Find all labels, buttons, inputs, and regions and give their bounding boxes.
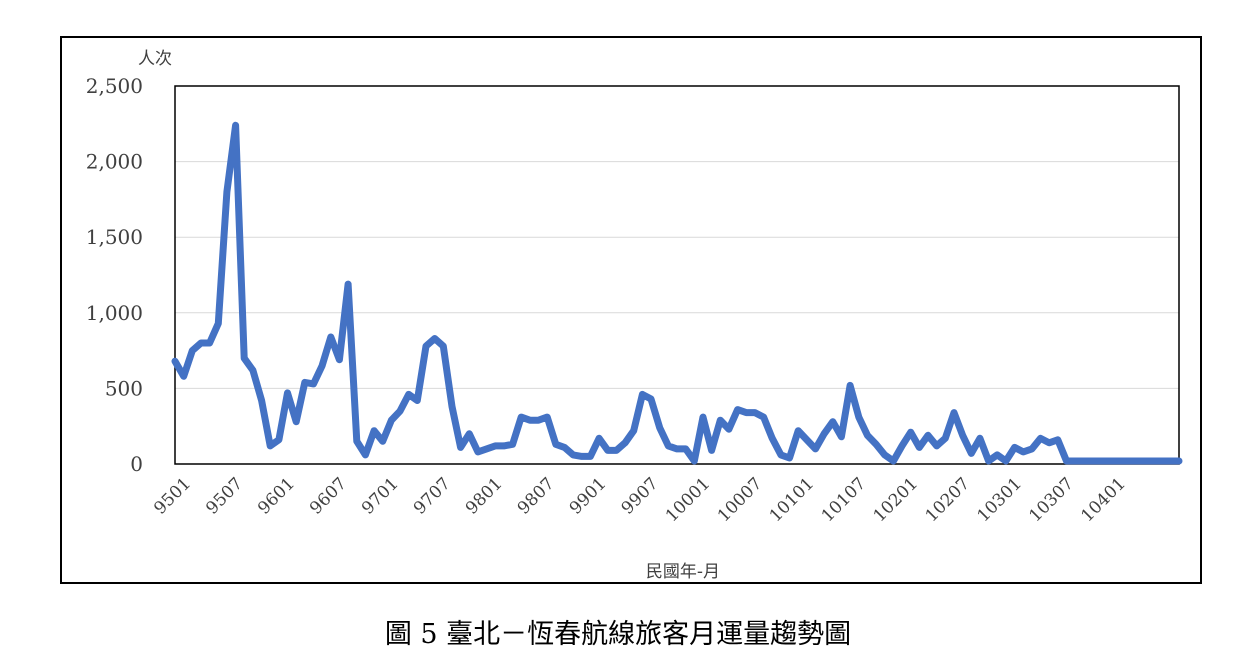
line-chart: 0 500 1,000 1,500 2,000 2,500 9501 9507 9601 960… <box>86 49 1183 582</box>
x-axis-label: 民國年-月 <box>646 562 720 582</box>
x-tick-label: 10307 <box>1025 474 1077 526</box>
x-tick-label: 9701 <box>358 474 403 519</box>
x-tick-label: 9901 <box>566 474 611 519</box>
y-tick-label: 500 <box>105 376 143 400</box>
figure-caption: 圖 5 臺北－恆春航線旅客月運量趨勢圖 <box>384 619 852 650</box>
y-tick-label: 0 <box>130 452 143 476</box>
y-axis-label: 人次 <box>138 49 172 69</box>
y-tick-label: 1,500 <box>86 225 143 249</box>
x-axis-ticks: 9501 9507 9601 9607 9701 9707 9801 9807 9901 9907… <box>150 474 1129 526</box>
y-tick-label: 2,500 <box>86 74 143 98</box>
x-tick-label: 9907 <box>618 474 663 519</box>
x-tick-label: 9501 <box>150 474 195 519</box>
x-tick-label: 9807 <box>514 474 559 519</box>
x-tick-label: 10207 <box>922 474 974 526</box>
x-tick-label: 9707 <box>410 474 455 519</box>
x-tick-label: 9601 <box>254 474 299 519</box>
y-tick-label: 1,000 <box>86 301 143 325</box>
x-tick-label: 10201 <box>870 474 922 526</box>
series-layer <box>171 121 1183 465</box>
x-tick-label: 10107 <box>818 474 870 526</box>
x-tick-label: 10401 <box>1077 474 1129 526</box>
plot-area <box>174 85 1180 465</box>
x-tick-label: 9801 <box>462 474 507 519</box>
y-tick-label: 2,000 <box>86 150 143 174</box>
x-tick-label: 10101 <box>766 474 818 526</box>
x-tick-label: 10001 <box>662 474 714 526</box>
x-tick-label: 9507 <box>202 474 247 519</box>
series-line <box>171 121 1183 465</box>
x-tick-label: 9607 <box>306 474 351 519</box>
x-tick-label: 10007 <box>714 474 766 526</box>
chart-frame: 0 500 1,000 1,500 2,000 2,500 9501 9507 9601 960… <box>60 36 1202 584</box>
x-tick-label: 10301 <box>974 474 1026 526</box>
y-axis-ticks: 0 500 1,000 1,500 2,000 2,500 <box>86 74 143 476</box>
